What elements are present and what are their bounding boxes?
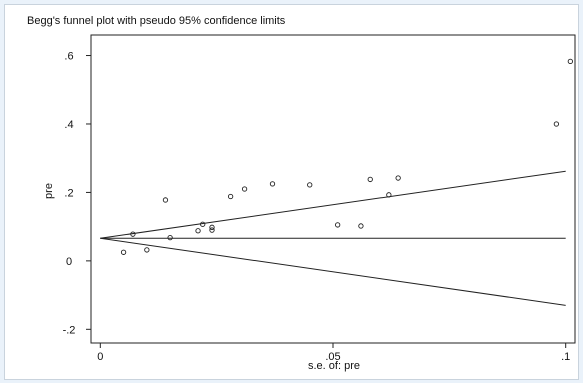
upper-confidence-limit [100, 170, 566, 239]
x-tick-label: .1 [561, 351, 570, 363]
y-axis-label: pre [43, 183, 55, 199]
data-point [227, 193, 234, 200]
data-point [120, 249, 127, 255]
data-point [130, 231, 136, 237]
y-tick-label: -.2 [63, 324, 76, 336]
data-points [120, 58, 573, 255]
data-point [144, 247, 150, 253]
chart-frame: Begg's funnel plot with pseudo 95% confi… [4, 4, 579, 380]
data-point [162, 197, 169, 203]
data-point [209, 227, 215, 233]
y-tick-label: .6 [64, 51, 73, 63]
data-point [395, 175, 401, 181]
chart-title: Begg's funnel plot with pseudo 95% confi… [27, 15, 286, 27]
data-point [367, 176, 373, 183]
data-point [269, 181, 276, 187]
y-tick-label: 0 [66, 256, 72, 268]
y-axis: -.2 0 .2 .4 .6 [63, 51, 91, 336]
plot-area-border [90, 34, 576, 344]
data-point [386, 192, 392, 198]
data-point [307, 182, 313, 188]
data-point [358, 223, 364, 229]
data-point [195, 228, 201, 234]
funnel-plot: Begg's funnel plot with pseudo 95% confi… [27, 15, 576, 372]
data-point [209, 224, 215, 230]
data-point [567, 58, 573, 65]
x-tick-label: 0 [97, 351, 103, 363]
lower-confidence-limit [100, 237, 566, 306]
data-point [241, 186, 248, 192]
data-point [553, 121, 560, 127]
y-tick-label: .2 [64, 187, 73, 199]
data-point [335, 222, 341, 228]
data-point [167, 234, 173, 241]
y-tick-label: .4 [64, 119, 73, 131]
x-tick-label: .05 [325, 351, 340, 363]
x-axis-label: s.e. of: pre [308, 360, 360, 372]
data-point [200, 221, 206, 227]
x-axis: 0 .05 .1 [97, 343, 570, 363]
confidence-lines [100, 170, 566, 306]
